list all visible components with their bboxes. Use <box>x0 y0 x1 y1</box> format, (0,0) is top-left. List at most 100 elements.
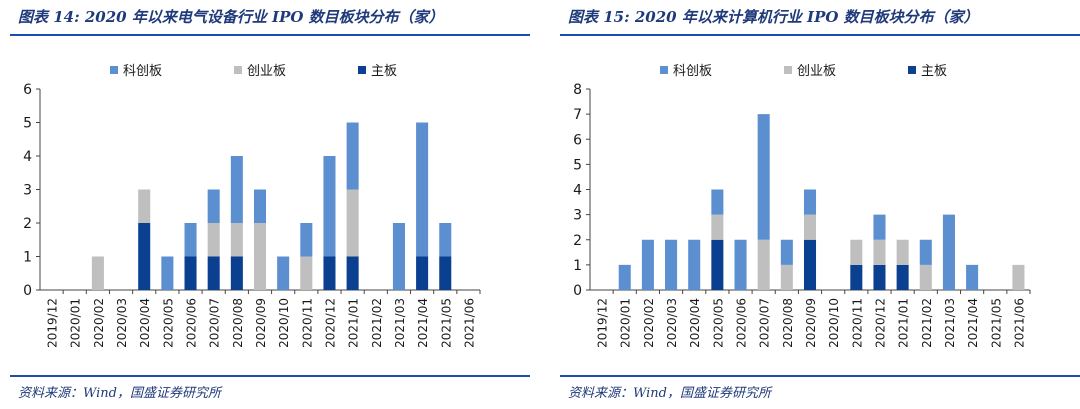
x-tick-label: 2020/01 <box>619 298 633 348</box>
x-tick-label: 2021/04 <box>966 298 980 348</box>
x-tick-label: 2020/05 <box>161 298 175 348</box>
bar-segment <box>641 239 654 290</box>
ipo-chart-1: 科创板 创业板 主板 0 1 2 3 4 5 6 2019/12 2020/01 2020/02 2020… <box>23 64 481 348</box>
x-tick-label: 2020/09 <box>804 298 818 348</box>
x-tick-label: 2020/11 <box>850 298 864 348</box>
bar-segment <box>711 189 724 215</box>
x-tick-label: 2020/06 <box>735 298 749 348</box>
x-tick-label: 2021/02 <box>920 298 934 348</box>
bar-segment <box>896 264 909 290</box>
bar-segment <box>346 122 359 190</box>
y-tick-label: 3 <box>23 183 32 199</box>
legend-swatch <box>110 66 118 74</box>
y-tick-label: 4 <box>573 183 582 199</box>
x-tick-label: 2020/12 <box>873 298 887 348</box>
y-tick-label: 6 <box>573 132 582 148</box>
legend-swatch <box>358 66 366 74</box>
x-tick-label: 2021/04 <box>416 298 430 348</box>
chart-panel-2: 图表 15: 2020 年以来计算机行业 IPO 数目板块分布（家） 科创板 创业… <box>550 0 1080 409</box>
x-tick-label: 2020/08 <box>231 298 245 348</box>
bar-segment <box>803 189 817 215</box>
x-tick-label: 2020/06 <box>185 298 199 348</box>
bar-segment <box>873 214 886 240</box>
x-tick-label: 2021/01 <box>347 298 361 348</box>
ipo-chart-2: 科创板 创业板 主板 0 1 2 3 4 5 6 7 8 2019/12 2020/01 2020/02 20… <box>573 64 1031 348</box>
legend-swatch <box>784 66 792 74</box>
x-tick-label: 2021/06 <box>462 298 476 348</box>
bar-segment <box>919 239 932 265</box>
bar-segment <box>757 239 770 290</box>
chart-title-2: 图表 15: 2020 年以来计算机行业 IPO 数目板块分布（家） <box>568 8 979 26</box>
bar-segment <box>300 256 313 290</box>
x-tick-label: 2020/10 <box>827 298 841 348</box>
bar-segment <box>780 264 793 290</box>
x-tick-label: 2021/06 <box>1012 298 1026 348</box>
legend-label: 创业板 <box>247 64 286 79</box>
x-tick-label: 2020/04 <box>688 298 702 348</box>
bar-segment <box>138 223 151 290</box>
title-divider-1 <box>10 34 530 36</box>
x-tick-label: 2020/07 <box>758 298 772 348</box>
bar-segment <box>780 239 793 265</box>
legend-label: 主板 <box>371 64 397 79</box>
y-tick-label: 8 <box>573 82 582 98</box>
x-tick-label: 2021/05 <box>989 298 1003 348</box>
chart-source-2: 资料来源：Wind，国盛证券研究所 <box>568 386 771 401</box>
x-tick-label: 2020/07 <box>208 298 222 348</box>
bar-segment <box>803 214 817 240</box>
source-divider-1 <box>10 375 530 377</box>
bar-segment <box>300 223 313 257</box>
legend-label: 科创板 <box>673 64 712 79</box>
bar-segment <box>850 239 863 265</box>
bar-segment <box>392 223 405 290</box>
x-tick-label: 2020/09 <box>254 298 268 348</box>
y-tick-label: 5 <box>573 157 582 173</box>
x-tick-label: 2021/03 <box>393 298 407 348</box>
legend-swatch <box>660 66 668 74</box>
y-tick-label: 4 <box>23 149 32 165</box>
bar-segment <box>230 223 243 257</box>
x-tick-label: 2021/03 <box>943 298 957 348</box>
x-tick-label: 2020/08 <box>781 298 795 348</box>
chart-source-1: 资料来源：Wind，国盛证券研究所 <box>18 386 221 401</box>
legend-swatch <box>908 66 916 74</box>
bar-segment <box>439 223 452 257</box>
x-tick-label: 2020/05 <box>711 298 725 348</box>
title-divider-2 <box>560 34 1080 36</box>
bar-segment <box>230 256 243 290</box>
bar-segment <box>803 239 817 290</box>
bar-segment <box>207 256 220 290</box>
source-divider-2 <box>560 375 1080 377</box>
bar-segment <box>253 223 267 290</box>
x-tick-label: 2020/04 <box>138 298 152 348</box>
chart-title-1: 图表 14: 2020 年以来电气设备行业 IPO 数目板块分布（家） <box>18 8 444 26</box>
bar-segment <box>138 189 151 223</box>
bar-segment <box>734 239 747 290</box>
x-tick-label: 2020/12 <box>323 298 337 348</box>
x-tick-label: 2020/03 <box>115 298 129 348</box>
y-tick-label: 6 <box>23 82 32 98</box>
x-tick-label: 2021/02 <box>370 298 384 348</box>
bar-segment <box>711 214 724 240</box>
bar-segment <box>207 189 220 223</box>
bar-segment <box>873 264 886 290</box>
y-tick-label: 2 <box>573 233 582 249</box>
bar-segment <box>184 223 197 257</box>
x-tick-label: 2019/12 <box>46 298 60 348</box>
bar-segment <box>230 156 243 223</box>
bar-segment <box>207 223 220 257</box>
bar-segment <box>688 239 701 290</box>
bar-segment <box>850 264 863 290</box>
legend-swatch <box>234 66 242 74</box>
legend-label: 主板 <box>921 64 947 79</box>
legend-label: 创业板 <box>797 64 836 79</box>
y-tick-label: 0 <box>573 283 582 299</box>
bar-segment <box>91 256 104 290</box>
bar-segment <box>416 256 429 290</box>
bar-segment <box>618 264 631 290</box>
bar-segment <box>416 122 429 257</box>
x-tick-label: 2020/02 <box>642 298 656 348</box>
bar-segment <box>277 256 290 290</box>
bar-segment <box>757 114 770 240</box>
bar-segment <box>323 156 336 257</box>
